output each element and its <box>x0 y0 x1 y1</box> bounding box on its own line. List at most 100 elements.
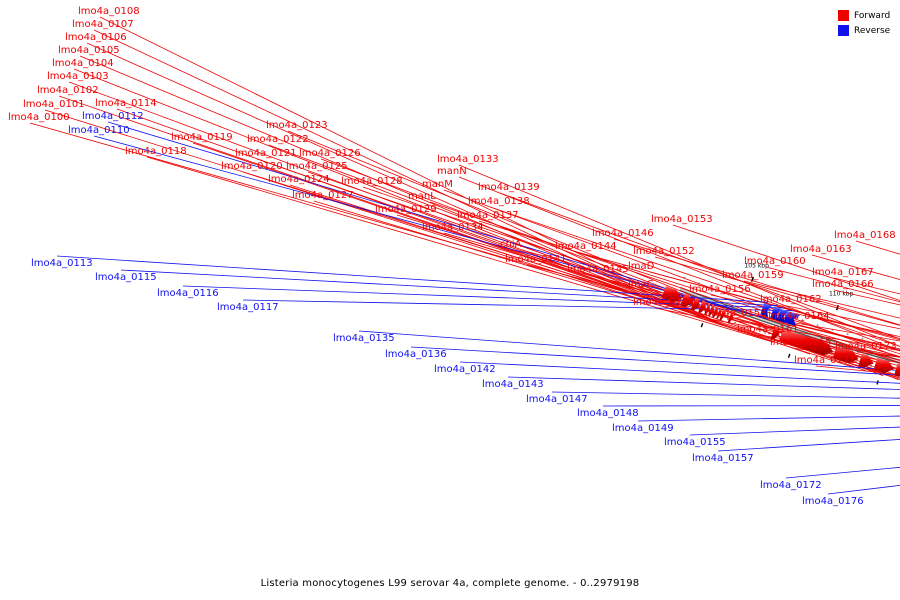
reverse-leader <box>551 391 900 399</box>
forward-leader <box>242 171 855 368</box>
forward-gene-label: lmo4a_0123 <box>266 120 328 131</box>
forward-leader <box>443 232 900 367</box>
forward-leader <box>396 214 900 370</box>
forward-gene-label: lmo4a_0127 <box>292 190 354 201</box>
reverse-leader <box>689 426 900 436</box>
outer-track-dot <box>764 332 766 334</box>
forward-gene-label: lmo4a_0167 <box>812 267 874 278</box>
forward-gene-label: lmo4a_0152 <box>633 246 695 257</box>
inner-track-dot <box>801 319 804 322</box>
forward-gene <box>704 302 711 315</box>
forward-gene-label: lmo4a_0163 <box>790 244 852 255</box>
forward-gene <box>770 326 780 340</box>
reverse-gene <box>770 306 782 321</box>
reverse-leader <box>410 346 900 376</box>
forward-gene-label: chiA <box>500 239 522 250</box>
reverse-gene <box>760 303 772 318</box>
legend-forward: Forward <box>838 8 890 23</box>
forward-gene-label: lmo4a_0134 <box>422 222 484 233</box>
forward-gene <box>858 353 874 368</box>
forward-gene <box>680 293 693 307</box>
legend-reverse-label: Reverse <box>854 25 891 36</box>
forward-leader <box>649 289 900 350</box>
forward-leader <box>458 176 900 352</box>
reverse-leader <box>785 466 900 479</box>
forward-gene-label: lmo4a_0153 <box>651 214 713 225</box>
reverse-gene-label: lmo4a_0117 <box>217 302 279 313</box>
reverse-gene-label: lmo4a_0110 <box>68 125 130 136</box>
forward-gene <box>661 286 682 302</box>
forward-leader <box>93 29 717 323</box>
forward-gene-label: lmo4a_0159 <box>722 270 784 281</box>
minor-tick <box>700 323 704 328</box>
legend: Forward Reverse <box>838 8 890 38</box>
forward-gene <box>716 307 722 320</box>
forward-gene-label: lmo4a_0139 <box>478 182 540 193</box>
reverse-gene-label: lmo4a_0155 <box>664 437 726 448</box>
reverse-gene-label: lmo4a_0135 <box>333 333 395 344</box>
forward-gene <box>727 311 734 324</box>
gene-features <box>661 286 900 377</box>
forward-leader <box>654 256 900 326</box>
forward-gene-label: lmo4a_0146 <box>592 228 654 239</box>
tick-label: 110 kbp <box>829 291 854 298</box>
forward-gene-label: lmo4a_0168 <box>834 230 896 241</box>
forward-leader <box>815 365 900 375</box>
inner-track-dot <box>846 333 849 336</box>
forward-gene-label: manN <box>437 166 467 177</box>
map-caption: Listeria monocytogenes L99 serovar 4a, c… <box>260 578 640 589</box>
forward-gene <box>712 305 718 318</box>
forward-gene-label: lmo4a_0165 <box>770 337 832 348</box>
forward-gene-label: lmo4a_0128 <box>341 176 403 187</box>
reverse-leader <box>358 330 900 371</box>
forward-gene-label: lmo4a_0107 <box>72 19 134 30</box>
forward-gene-label: lmo4a_0119 <box>171 132 233 143</box>
reverse-gene-label: lmo4a_0136 <box>385 349 447 360</box>
forward-gene-label: lmo4a_0118 <box>125 146 187 157</box>
forward-leader <box>73 68 704 318</box>
forward-gene <box>833 346 859 363</box>
forward-gene-label: lmo4a_0173 <box>835 341 897 352</box>
reverse-leader <box>459 361 900 384</box>
forward-gene <box>708 304 715 317</box>
forward-gene-label: lmo4a_0171 <box>794 355 856 366</box>
forward-gene-label: lmo4a_0114 <box>95 98 157 109</box>
legend-reverse: Reverse <box>838 23 890 38</box>
forward-leader <box>649 271 900 340</box>
forward-gene-label: lmo4a_0102 <box>37 85 99 96</box>
forward-gene-label: lmo4a_0125 <box>286 161 348 172</box>
forward-gene-label: lmo4a_0158 <box>705 308 767 319</box>
reverse-gene-label: lmo4a_0116 <box>157 288 219 299</box>
outer-track-dot <box>734 321 736 324</box>
forward-gene <box>698 300 706 313</box>
forward-leader <box>79 55 709 320</box>
forward-gene <box>873 357 895 373</box>
forward-gene <box>691 297 700 311</box>
forward-leader <box>613 238 900 326</box>
forward-gene <box>779 329 834 356</box>
minor-tick <box>787 353 791 358</box>
forward-gene-label: lmaD <box>628 261 655 272</box>
reverse-gene-label: lmo4a_0172 <box>760 480 822 491</box>
forward-leader <box>429 201 900 364</box>
forward-gene-label: lmo4a_0129 <box>375 204 437 215</box>
reverse-gene-label: lmo4a_0176 <box>802 496 864 507</box>
forward-leader <box>116 108 727 327</box>
forward-leader <box>654 307 900 358</box>
forward-gene-label: lmo4a_0141 <box>505 254 567 265</box>
forward-gene-label: lmo4a_0133 <box>437 154 499 165</box>
forward-gene-label: lmo4a_0104 <box>52 58 114 69</box>
forward-leader <box>99 16 720 324</box>
reverse-gene <box>783 311 801 327</box>
forward-gene-label: lmo4a_0106 <box>65 32 127 43</box>
forward-leader <box>458 164 900 347</box>
reverse-gene-label: lmo4a_0148 <box>577 408 639 419</box>
reverse-gene-label: lmo4a_0143 <box>482 379 544 390</box>
forward-gene-label: manM <box>422 179 453 190</box>
forward-gene-label: lmo4a_0145 <box>567 264 629 275</box>
reverse-leader <box>717 439 900 452</box>
reverse-leader <box>602 405 900 407</box>
forward-gene-label: lmo4a_0124 <box>268 174 330 185</box>
forward-gene-label: lmo4a_0161 <box>737 324 799 335</box>
reverse-gene-label: lmo4a_0142 <box>434 364 496 375</box>
